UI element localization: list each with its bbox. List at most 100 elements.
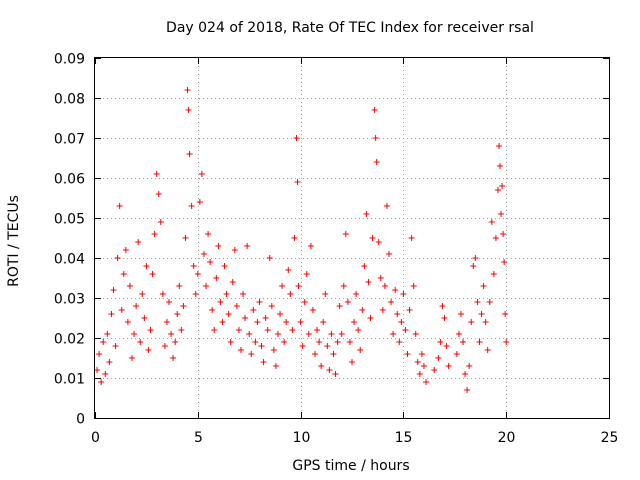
data-point-plus xyxy=(285,267,292,273)
data-point-plus xyxy=(476,339,483,345)
data-point-plus xyxy=(408,235,415,241)
data-point-plus xyxy=(277,311,284,317)
data-point-plus xyxy=(139,291,146,297)
data-point-plus xyxy=(500,231,507,237)
x-tick-label: 15 xyxy=(395,430,413,446)
data-point-plus xyxy=(266,255,273,261)
x-tick-label: 10 xyxy=(293,430,311,446)
data-point-plus xyxy=(289,327,296,333)
data-point-plus xyxy=(98,379,105,385)
data-point-plus xyxy=(213,275,220,281)
data-point-plus xyxy=(383,203,390,209)
data-point-plus xyxy=(252,339,259,345)
x-tick-label: 20 xyxy=(498,430,516,446)
data-point-plus xyxy=(316,339,323,345)
data-point-plus xyxy=(200,251,207,257)
data-point-plus xyxy=(334,339,341,345)
data-point-plus xyxy=(110,287,117,293)
data-point-plus xyxy=(502,311,509,317)
data-point-plus xyxy=(406,307,413,313)
data-point-plus xyxy=(198,171,205,177)
data-point-plus xyxy=(209,307,216,313)
chart-title: Day 024 of 2018, Rate Of TEC Index for r… xyxy=(166,20,534,36)
data-point-plus xyxy=(176,283,183,289)
data-point-plus xyxy=(314,327,321,333)
y-tick-label: 0 xyxy=(76,412,85,428)
data-point-plus xyxy=(466,363,473,369)
data-point-plus xyxy=(365,279,372,285)
data-point-plus xyxy=(272,363,279,369)
data-point-plus xyxy=(457,311,464,317)
data-point-plus xyxy=(149,271,156,277)
data-point-plus xyxy=(375,239,382,245)
data-point-plus xyxy=(207,259,214,265)
data-point-plus xyxy=(174,311,181,317)
data-point-plus xyxy=(260,359,267,365)
data-point-plus xyxy=(120,271,127,277)
data-point-plus xyxy=(100,339,107,345)
data-point-plus xyxy=(390,331,397,337)
data-point-plus xyxy=(309,307,316,313)
data-point-plus xyxy=(112,343,119,349)
data-point-plus xyxy=(412,331,419,337)
data-point-plus xyxy=(328,331,335,337)
data-point-plus xyxy=(336,303,343,309)
data-point-plus xyxy=(351,319,358,325)
data-point-plus xyxy=(386,251,393,257)
data-point-plus xyxy=(353,291,360,297)
data-point-plus xyxy=(498,211,505,217)
data-point-plus xyxy=(143,263,150,269)
data-point-plus xyxy=(320,319,327,325)
data-point-plus xyxy=(318,363,325,369)
data-point-plus xyxy=(394,311,401,317)
data-point-plus xyxy=(474,299,481,305)
data-point-plus xyxy=(281,339,288,345)
plot-frame xyxy=(94,57,610,419)
data-point-plus xyxy=(229,279,236,285)
data-point-plus xyxy=(211,327,218,333)
data-point-plus xyxy=(482,319,489,325)
data-point-plus xyxy=(338,331,345,337)
data-point-plus xyxy=(203,283,210,289)
data-point-plus xyxy=(166,299,173,305)
data-point-plus xyxy=(455,331,462,337)
data-point-plus xyxy=(361,263,368,269)
data-point-plus xyxy=(492,235,499,241)
data-point-plus xyxy=(227,339,234,345)
data-point-plus xyxy=(295,283,302,289)
data-point-plus xyxy=(488,219,495,225)
data-point-plus xyxy=(307,243,314,249)
data-point-plus xyxy=(445,363,452,369)
data-point-plus xyxy=(170,355,177,361)
data-point-plus xyxy=(168,331,175,337)
data-point-plus xyxy=(349,359,355,365)
data-point-plus xyxy=(441,315,448,321)
data-point-plus xyxy=(283,319,290,325)
data-point-plus xyxy=(420,363,427,369)
data-point-plus xyxy=(478,311,485,317)
data-point-plus xyxy=(303,271,310,277)
data-point-plus xyxy=(369,235,376,241)
data-point-plus xyxy=(299,343,306,349)
x-tick-label: 5 xyxy=(194,430,203,446)
data-point-plus xyxy=(324,343,331,349)
y-axis-label: ROTI / TECUs xyxy=(6,195,22,287)
data-point-plus xyxy=(470,263,477,269)
data-point-plus xyxy=(118,307,125,313)
data-point-plus xyxy=(332,371,339,377)
data-point-plus xyxy=(145,347,152,353)
data-point-plus xyxy=(116,203,123,209)
data-point-plus xyxy=(293,135,300,141)
data-point-plus xyxy=(264,327,271,333)
data-point-plus xyxy=(400,291,407,297)
data-point-plus xyxy=(235,327,242,333)
data-point-plus xyxy=(372,135,379,141)
y-tick-label: 0.02 xyxy=(54,332,85,348)
data-point-plus xyxy=(363,211,370,217)
data-point-plus xyxy=(182,235,189,241)
data-point-plus xyxy=(102,371,109,377)
data-point-plus xyxy=(96,351,103,357)
data-point-plus xyxy=(443,343,450,349)
data-point-plus xyxy=(499,183,506,189)
data-point-plus xyxy=(367,315,374,321)
